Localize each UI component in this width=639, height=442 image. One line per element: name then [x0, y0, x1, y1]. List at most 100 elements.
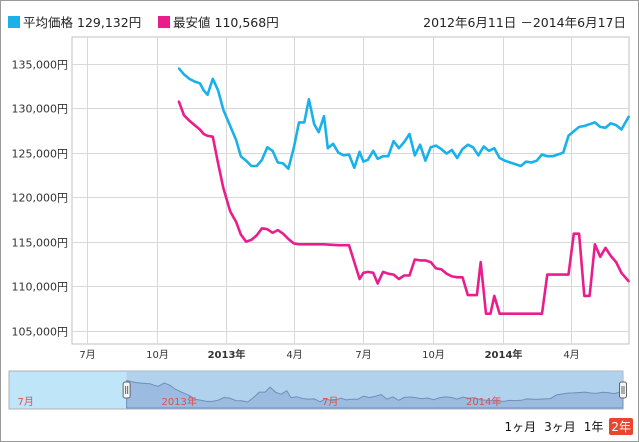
data-point	[308, 98, 310, 101]
data-point	[358, 151, 361, 153]
data-point	[398, 147, 400, 149]
data-point	[337, 151, 340, 154]
data-point	[287, 167, 290, 170]
data-point	[367, 159, 369, 161]
zoom-button-0[interactable]: 1ヶ月	[504, 420, 537, 434]
data-point	[308, 243, 310, 246]
y-tick-label: 105,000円	[12, 326, 69, 339]
series-line-lowest	[177, 100, 630, 315]
data-point	[477, 154, 480, 157]
data-point	[620, 128, 623, 131]
zoom-button-2[interactable]: 1年	[583, 420, 604, 434]
data-point	[588, 295, 591, 297]
data-point	[193, 80, 196, 83]
legend-lowest-label: 最安値	[173, 15, 211, 30]
data-point	[493, 295, 496, 297]
data-point	[255, 165, 258, 167]
data-point	[202, 133, 205, 135]
data-point	[504, 312, 506, 315]
data-point	[362, 272, 365, 274]
data-point	[562, 273, 564, 276]
data-point	[317, 131, 320, 133]
data-point	[557, 273, 559, 276]
data-point	[578, 126, 580, 128]
data-point	[332, 143, 334, 145]
data-point	[277, 229, 279, 231]
x-tick-label: 4月	[563, 349, 579, 361]
data-point	[240, 155, 242, 157]
data-point	[235, 139, 237, 141]
zoom-buttons: 1ヶ月 3ヶ月 1年 2年	[502, 418, 633, 435]
data-point	[535, 312, 538, 315]
data-point	[525, 160, 527, 163]
data-point	[451, 149, 453, 151]
data-point	[551, 155, 554, 157]
navigator-handle-left[interactable]	[122, 381, 131, 399]
data-point	[183, 114, 185, 117]
data-point	[594, 121, 596, 124]
navigator-label: 7月	[17, 396, 33, 408]
y-tick-label: 130,000円	[12, 103, 69, 116]
data-point	[583, 125, 586, 127]
data-point	[485, 312, 487, 315]
data-point	[392, 273, 395, 276]
data-point	[327, 147, 329, 149]
data-point	[445, 152, 448, 155]
data-point	[245, 159, 247, 162]
y-tick-label: 125,000円	[12, 148, 69, 161]
data-point	[353, 261, 356, 263]
data-point	[414, 154, 416, 157]
legend-average-swatch	[8, 15, 20, 28]
x-tick-label: 4月	[286, 349, 302, 361]
data-point	[440, 148, 443, 150]
data-point	[520, 165, 522, 167]
data-point	[229, 210, 231, 213]
data-point	[348, 244, 350, 246]
data-point	[479, 261, 482, 263]
data-point	[628, 115, 630, 117]
x-tick-label: 7月	[79, 349, 95, 361]
data-point	[467, 294, 469, 296]
data-point	[604, 127, 607, 129]
data-point	[424, 159, 427, 162]
data-point	[199, 82, 201, 85]
data-point	[541, 312, 543, 315]
data-point	[476, 294, 478, 296]
data-point	[348, 153, 350, 156]
data-point	[573, 232, 575, 235]
data-point	[188, 78, 191, 80]
data-point	[498, 312, 501, 315]
data-point	[277, 161, 279, 164]
data-point	[567, 135, 570, 137]
data-point	[551, 273, 554, 276]
data-point	[520, 312, 522, 315]
data-point	[323, 115, 325, 117]
data-point	[235, 221, 237, 223]
data-point	[546, 273, 549, 276]
navigator-series-area	[126, 379, 624, 409]
data-point	[493, 147, 496, 149]
data-point	[206, 94, 209, 96]
data-point	[435, 267, 437, 270]
data-point	[292, 147, 295, 149]
data-point	[376, 282, 379, 285]
data-point	[509, 161, 512, 164]
data-point	[567, 273, 570, 276]
data-point	[266, 228, 269, 230]
y-tick-label: 120,000円	[12, 192, 69, 205]
zoom-button-3[interactable]: 2年	[609, 418, 633, 435]
legend-average[interactable]: 平均価格 129,132円	[8, 12, 141, 31]
x-tick-label: 10月	[146, 349, 169, 361]
handle-body	[122, 381, 131, 399]
legend-lowest[interactable]: 最安値 110,568円	[158, 12, 279, 31]
data-point	[562, 151, 564, 154]
navigator-handle-right[interactable]	[619, 381, 627, 399]
data-point	[482, 145, 485, 148]
y-tick-label: 110,000円	[12, 281, 69, 294]
data-point	[509, 312, 512, 315]
handle-body	[619, 381, 627, 399]
zoom-button-1[interactable]: 3ヶ月	[544, 420, 576, 434]
data-point	[202, 89, 205, 92]
data-point	[382, 271, 384, 273]
